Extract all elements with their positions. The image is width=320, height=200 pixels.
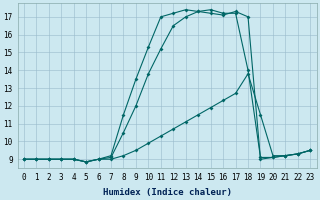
X-axis label: Humidex (Indice chaleur): Humidex (Indice chaleur) xyxy=(102,188,232,197)
